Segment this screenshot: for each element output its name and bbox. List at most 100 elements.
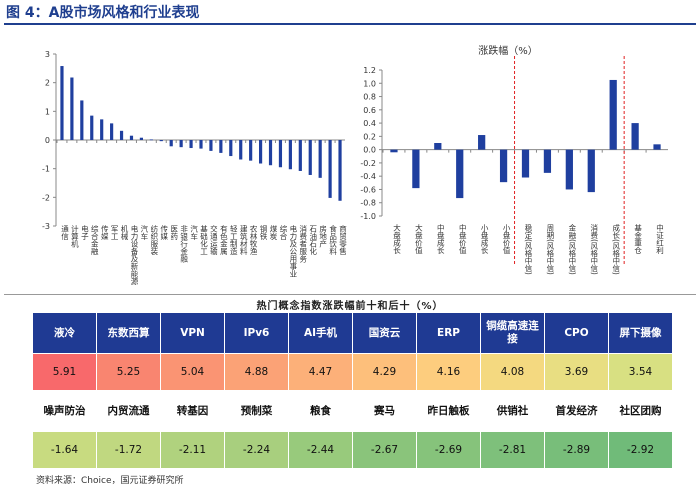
left-bar xyxy=(268,140,273,166)
right-x-tick-label: 中盘成长 xyxy=(436,223,445,256)
right-y-tick-label: 0.6 xyxy=(363,106,376,115)
right-y-tick-label: -0.8 xyxy=(360,199,376,208)
left-x-tick-label: 综合 xyxy=(279,224,288,242)
left-bar xyxy=(80,100,84,140)
right-x-label-group: 消费(风格中信) xyxy=(590,223,599,275)
left-y-tick-label: 2 xyxy=(45,79,50,88)
bottom-value-cell: -2.69 xyxy=(417,432,480,468)
right-x-tick-label: 周期(风格中信) xyxy=(546,224,555,275)
left-x-tick-label: 轻工制造 xyxy=(229,224,238,256)
left-bar xyxy=(209,140,213,151)
left-y-tick-label: 1 xyxy=(45,107,50,116)
left-x-tick-label: 综合金融 xyxy=(90,224,99,256)
left-bar xyxy=(179,140,183,148)
left-x-label-group: 电力及公用事业 xyxy=(289,224,298,278)
right-x-tick-label: 中盘价值 xyxy=(458,223,467,256)
right-x-label-group: 成长(风格中信) xyxy=(611,223,620,275)
left-x-label-group: 轻工制造 xyxy=(229,224,238,256)
right-bar xyxy=(390,149,398,153)
left-bar xyxy=(278,140,283,168)
bottom-name-cell: 粮食 xyxy=(289,391,352,431)
right-y-tick-label: -0.6 xyxy=(360,185,376,194)
left-x-label-group: 汽车 xyxy=(140,224,149,242)
left-x-tick-label: 石油石化 xyxy=(308,225,317,256)
top-values-row: 5.91 5.25 5.04 4.88 4.47 4.29 4.16 4.08 3.69 3.54 xyxy=(33,354,672,390)
left-bar xyxy=(338,140,342,201)
right-chart-title: 涨跌幅（%） xyxy=(478,44,538,57)
right-y-tick-label: -0.2 xyxy=(360,159,376,168)
left-bar xyxy=(249,140,253,161)
left-x-tick-label: 有色金属 xyxy=(219,224,228,256)
top-value-cell: 4.47 xyxy=(289,354,352,390)
right-y-tick-label: 0.0 xyxy=(363,146,376,155)
left-bar xyxy=(60,66,64,140)
left-x-label-group: 电力设备及新能源 xyxy=(130,224,139,286)
left-x-tick-label: 商贸零售 xyxy=(338,224,347,256)
left-x-label-group: 煤炭 xyxy=(269,224,278,242)
right-bar xyxy=(587,149,595,193)
left-bar xyxy=(189,140,193,149)
left-x-label-group: 钢铁 xyxy=(259,224,268,242)
left-bar xyxy=(199,140,203,149)
right-x-tick-label: 基金重仓 xyxy=(633,223,642,255)
right-bar xyxy=(412,149,420,189)
left-y-tick-label: 3 xyxy=(45,50,50,59)
bottom-value-cell: -1.64 xyxy=(33,432,96,468)
bottom-name-cell: 首发经济 xyxy=(545,391,608,431)
right-bar xyxy=(499,149,508,183)
left-bar xyxy=(90,115,94,140)
left-bar xyxy=(100,119,104,140)
left-x-tick-label: 电力设备及新能源 xyxy=(130,224,139,286)
left-bar xyxy=(318,140,322,178)
right-x-label-group: 大盘成长 xyxy=(392,223,401,256)
bottom-name-cell: 赛马 xyxy=(353,391,416,431)
right-x-tick-label: 小盘价值 xyxy=(502,224,511,256)
left-y-tick-label: -2 xyxy=(42,193,50,202)
left-x-tick-label: 计算机 xyxy=(70,224,79,249)
left-y-tick-label: 0 xyxy=(45,136,50,145)
source-note: 资料来源：Choice，国元证券研究所 xyxy=(36,476,184,486)
right-x-tick-label: 金融(风格中信) xyxy=(568,223,577,275)
bottom-name-cell: 转基因 xyxy=(161,391,224,431)
left-y-tick-label: -3 xyxy=(42,222,50,231)
left-bar xyxy=(219,140,223,153)
left-x-label-group: 汽车 xyxy=(189,224,198,242)
table-title: 热门概念指数涨跌幅前十和后十（%） xyxy=(256,301,444,312)
top-value-cell: 5.04 xyxy=(161,354,224,390)
left-x-tick-label: 消费者服务 xyxy=(299,224,308,264)
bottom-value-cell: -2.44 xyxy=(289,432,352,468)
left-bar xyxy=(119,130,124,140)
top-value-cell: 3.69 xyxy=(545,354,608,390)
right-bar xyxy=(609,79,617,150)
top-name-cell: CPO xyxy=(545,313,608,353)
top-value-cell: 4.88 xyxy=(225,354,288,390)
right-y-tick-label: 0.8 xyxy=(363,93,376,102)
top-name-cell: ERP xyxy=(417,313,480,353)
left-bar xyxy=(139,137,144,140)
top-value-cell: 4.16 xyxy=(417,354,480,390)
left-x-tick-label: 通信 xyxy=(60,224,69,242)
left-x-tick-label: 汽车 xyxy=(140,224,149,242)
bottom-values-row: -1.64 -1.72 -2.11 -2.24 -2.44 -2.67 -2.69 -2.81… xyxy=(33,432,672,468)
left-x-label-group: 房地产 xyxy=(318,224,327,249)
bottom-name-cell: 噪声防治 xyxy=(33,391,96,431)
right-y-tick-label: -0.4 xyxy=(360,172,376,181)
bottom-name-cell: 供销社 xyxy=(481,391,544,431)
left-x-label-group: 传媒 xyxy=(100,224,109,242)
left-x-tick-label: 电力及公用事业 xyxy=(289,224,298,278)
left-x-label-group: 商贸零售 xyxy=(338,224,347,256)
top-name-cell: VPN xyxy=(161,313,224,353)
right-x-label-group: 周期(风格中信) xyxy=(546,224,555,275)
left-x-tick-label: 军工 xyxy=(110,225,119,241)
left-x-label-group: 综合 xyxy=(279,224,288,242)
left-x-tick-label: 煤炭 xyxy=(269,224,278,242)
left-bar xyxy=(288,140,292,170)
left-bar xyxy=(308,140,312,175)
right-y-tick-label: 1.0 xyxy=(363,79,376,88)
left-x-tick-label: 房地产 xyxy=(318,224,327,249)
left-x-tick-label: 传媒 xyxy=(100,224,109,242)
top-name-cell: AI手机 xyxy=(289,313,352,353)
left-x-label-group: 医药 xyxy=(169,225,178,242)
left-x-tick-label: 农林牧渔 xyxy=(249,224,258,256)
top-value-cell: 4.29 xyxy=(353,354,416,390)
